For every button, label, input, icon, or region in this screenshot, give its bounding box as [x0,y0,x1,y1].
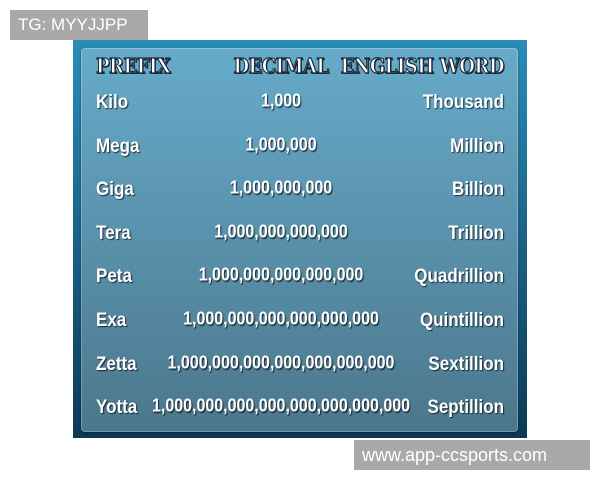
table-header: PREFIX DECIMAL ENGLISH WORD [81,52,518,82]
prefix-cell: Yotta [96,395,138,418]
decimal-cell: 1,000,000,000,000,000,000,000,000 [151,396,411,417]
prefix-cell: Tera [96,221,131,244]
decimal-cell: 1,000,000,000,000,000,000,000 [167,353,395,373]
table-row: Peta 1,000,000,000,000,000 Quadrillion [81,261,518,291]
prefix-cell: Mega [96,134,140,156]
english-word-cell: Quintillion [419,308,504,331]
english-word-cell: Trillion [448,221,504,244]
english-word-cell: Sextillion [428,352,504,374]
decimal-cell: 1,000,000,000,000,000 [198,266,364,286]
table-row: Giga 1,000,000,000 Billion [81,174,518,204]
table-row: Yotta 1,000,000,000,000,000,000,000,000 Se… [81,392,518,422]
decimal-cell: 1,000,000,000,000,000,000 [183,309,379,330]
header-decimal: DECIMAL [233,54,330,79]
table-row: Tera 1,000,000,000,000 Trillion [81,218,518,248]
prefix-table-frame: PREFIX DECIMAL ENGLISH WORD Kilo 1,000 Tho… [73,40,527,438]
decimal-cell: 1,000,000 [245,135,317,155]
watermark-top-left: TG: MYYJJPP [10,10,148,40]
english-word-cell: Septillion [427,395,505,418]
prefix-cell: Giga [96,177,134,200]
table-row: Kilo 1,000 Thousand [81,87,518,117]
prefix-cell: Zetta [96,352,137,374]
prefix-cell: Peta [96,264,132,287]
prefix-table: PREFIX DECIMAL ENGLISH WORD Kilo 1,000 Tho… [81,48,518,432]
english-word-cell: Million [450,134,504,156]
table-row: Exa 1,000,000,000,000,000,000 Quintillion [81,305,518,335]
watermark-bottom-right: www.app-ccsports.com [354,440,590,470]
english-word-cell: Quadrillion [414,264,504,287]
table-row: Zetta 1,000,000,000,000,000,000,000 Sextil… [81,349,518,379]
prefix-cell: Exa [96,308,127,331]
english-word-cell: Thousand [422,90,504,113]
english-word-cell: Billion [452,177,504,200]
table-row: Mega 1,000,000 Million [81,131,518,161]
decimal-cell: 1,000,000,000 [229,178,333,199]
prefix-cell: Kilo [96,90,129,113]
header-english-word: ENGLISH WORD [340,54,505,79]
decimal-cell: 1,000,000,000,000 [214,222,348,242]
header-prefix: PREFIX [95,54,171,79]
decimal-cell: 1,000 [260,91,302,112]
